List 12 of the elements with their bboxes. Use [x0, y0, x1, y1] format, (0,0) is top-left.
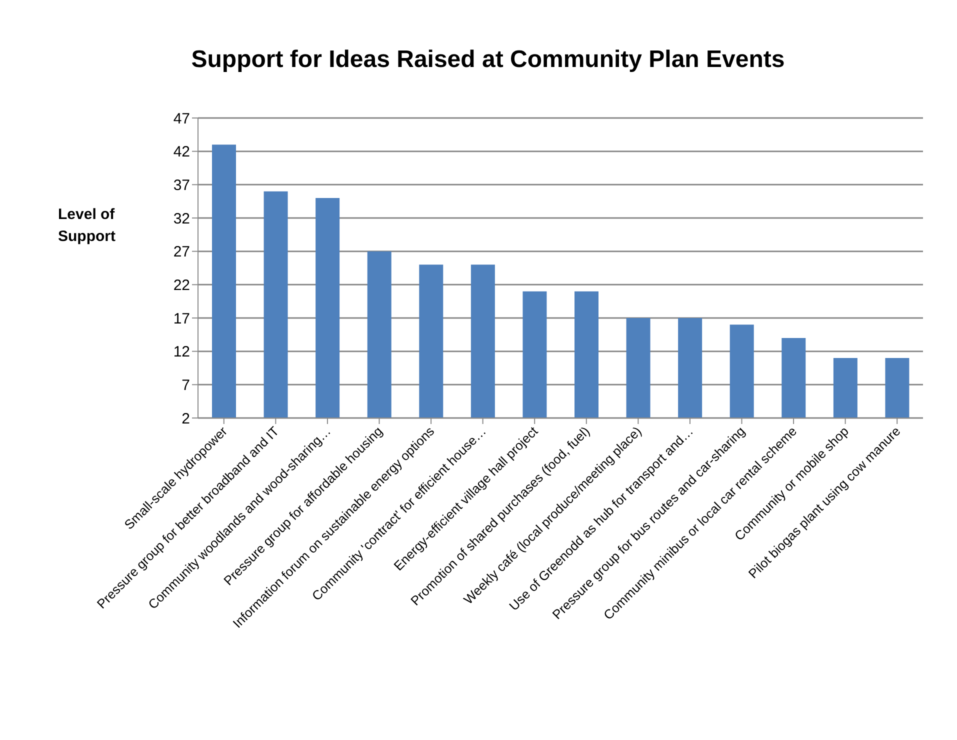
chart-title: Support for Ideas Raised at Community Plan Events — [190, 46, 786, 74]
y-tick-label: 42 — [173, 144, 190, 161]
y-axis-title: Level of Support — [58, 205, 116, 247]
y-tick-label: 12 — [173, 344, 190, 361]
y-tick-label: 7 — [182, 376, 190, 394]
y-tick-label: 17 — [173, 310, 190, 328]
y-tick-label: 37 — [173, 176, 190, 194]
y-tick-label: 27 — [173, 244, 190, 261]
y-tick-label: 2 — [182, 410, 190, 428]
y-tick-label: 32 — [173, 210, 190, 228]
y-tick-label: 47 — [173, 110, 190, 128]
y-tick-label: 22 — [173, 276, 190, 294]
